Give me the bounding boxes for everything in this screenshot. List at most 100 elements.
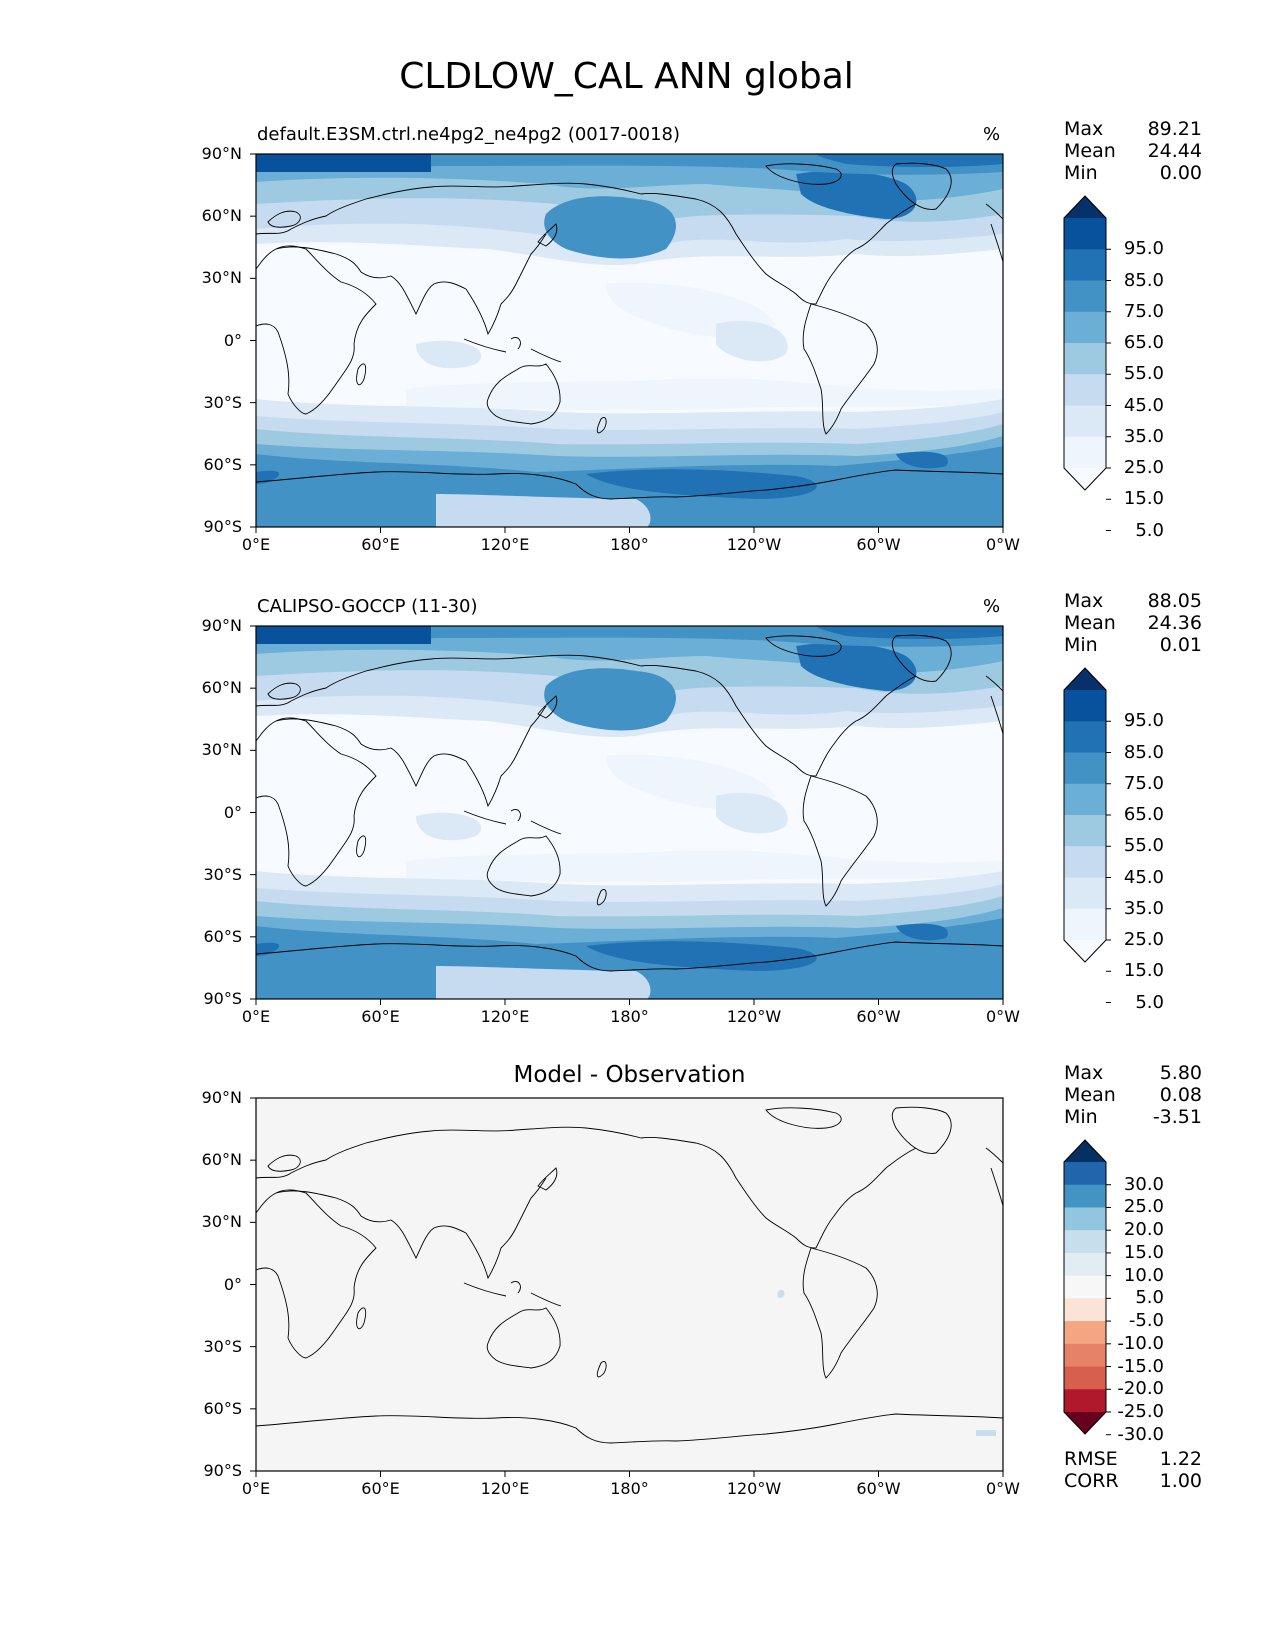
colorbar-label: 30.0: [1123, 1173, 1164, 1195]
colorbar-segment: [1064, 405, 1106, 438]
colorbar-segment: [1064, 1207, 1106, 1231]
colorbar-label: 45.0: [1123, 866, 1164, 888]
stat-label: Max: [1064, 118, 1104, 140]
test-units: %: [983, 124, 1001, 145]
colorbar-label: 35.0: [1123, 897, 1164, 919]
colorbar-label: 95.0: [1123, 238, 1164, 260]
colorbar-segment: [1064, 374, 1106, 406]
colorbar-label: 85.0: [1123, 269, 1164, 291]
colorbar-segment: [1064, 783, 1106, 816]
corr-label: CORR: [1064, 1470, 1119, 1492]
lat-tick-label: 60°S: [203, 454, 242, 474]
lon-tick-label: 0°E: [241, 535, 271, 554]
rmse-value: 1.22: [1159, 1448, 1202, 1470]
lon-tick-label: 60°E: [361, 1007, 400, 1026]
colorbar-segment: [1064, 249, 1106, 281]
stat-label: Min: [1064, 1106, 1098, 1128]
stat-label: Mean: [1064, 140, 1116, 162]
colorbar-segment: [1064, 311, 1106, 344]
colorbar-segment: [1064, 721, 1106, 753]
colorbar-label: 45.0: [1123, 394, 1164, 416]
stat-label: Max: [1064, 1062, 1104, 1084]
colorbar-segment: [1064, 1275, 1106, 1299]
colorbar-segment: [1064, 1321, 1106, 1345]
lon-tick-label: 0°W: [986, 535, 1020, 554]
lon-tick-label: 0°E: [241, 1479, 271, 1498]
lat-tick-label: 90°S: [203, 1461, 242, 1480]
colorbar-label: 10.0: [1123, 1264, 1164, 1286]
test-map: [256, 154, 1003, 527]
colorbar-label: 75.0: [1123, 300, 1164, 322]
reference-map: [256, 626, 1003, 999]
lat-tick-label: 30°N: [201, 268, 242, 288]
lon-tick-label: 180°: [610, 1479, 649, 1498]
stat-value: 0.00: [1159, 162, 1202, 184]
colorbar-label: 25.0: [1123, 457, 1164, 478]
stat-label: Max: [1064, 590, 1104, 612]
lon-tick-label: 0°W: [986, 1479, 1020, 1498]
lon-tick-label: 120°W: [726, 535, 782, 554]
colorbar-label: 5.0: [1135, 519, 1164, 541]
colorbar-label: 65.0: [1123, 332, 1164, 353]
colorbar-label: 55.0: [1123, 363, 1164, 385]
lon-tick-label: 120°E: [480, 1007, 530, 1026]
stat-value: 5.80: [1159, 1062, 1202, 1084]
stat-label: Mean: [1064, 1084, 1116, 1106]
lat-tick-label: 60°S: [203, 926, 242, 946]
stat-label: Mean: [1064, 612, 1116, 634]
colorbar-extend-min: [1064, 1412, 1106, 1434]
reference-units: %: [983, 596, 1001, 617]
lon-tick-label: 0°E: [241, 1007, 271, 1026]
difference-stats: Max 5.80 Mean 0.08 Min -3.51: [1064, 1062, 1202, 1128]
lon-tick-label: 180°: [610, 1007, 649, 1026]
test-stats: Max 89.21 Mean 24.44 Min 0.00: [1064, 118, 1202, 184]
difference-map: [256, 1098, 1003, 1471]
colorbar-label: 65.0: [1123, 804, 1164, 825]
colorbar-label: 55.0: [1123, 835, 1164, 857]
lat-tick-label: 0°: [223, 802, 242, 822]
stat-label: Min: [1064, 634, 1098, 656]
colorbar-segment: [1064, 1162, 1106, 1186]
lat-tick-label: 30°S: [203, 1336, 242, 1356]
colorbar-segment: [1064, 218, 1106, 250]
colorbar-segment: [1064, 1252, 1106, 1277]
colorbar-segment: [1064, 690, 1106, 722]
colorbar-label: -15.0: [1117, 1355, 1164, 1377]
colorbar-segment: [1064, 815, 1106, 847]
colorbar-segment: [1064, 1230, 1106, 1254]
colorbar-label: 95.0: [1123, 710, 1164, 732]
colorbar-extend-max: [1064, 668, 1106, 690]
colorbar-label: 15.0: [1123, 488, 1164, 510]
lat-tick-label: 90°S: [203, 989, 242, 1008]
lat-tick-label: 0°: [223, 1274, 242, 1294]
colorbar-label: -10.0: [1117, 1332, 1164, 1354]
colorbar-segment: [1064, 877, 1106, 910]
lon-tick-label: 120°W: [726, 1479, 782, 1498]
corr-value: 1.00: [1159, 1470, 1202, 1492]
stat-value: 24.44: [1147, 140, 1202, 162]
colorbar-label: -30.0: [1117, 1423, 1164, 1445]
lat-tick-label: 60°S: [203, 1398, 242, 1418]
difference-panel-title: Model - Observation: [513, 1062, 746, 1088]
colorbar-label: 35.0: [1123, 425, 1164, 447]
colorbar-label: 5.0: [1135, 991, 1164, 1013]
colorbar-label: -5.0: [1128, 1310, 1164, 1332]
colorbar-label: -20.0: [1117, 1378, 1164, 1400]
stat-value: 24.36: [1147, 612, 1202, 634]
lat-tick-label: 90°N: [201, 144, 242, 163]
lon-tick-label: 180°: [610, 535, 649, 554]
colorbar-segment: [1064, 846, 1106, 878]
lat-tick-label: 30°S: [203, 392, 242, 412]
colorbar-segment: [1064, 1366, 1106, 1390]
lat-tick-label: 30°N: [201, 1212, 242, 1232]
lon-tick-label: 0°W: [986, 1007, 1020, 1026]
colorbar-segment: [1064, 752, 1106, 785]
stat-value: -3.51: [1152, 1106, 1202, 1128]
lon-tick-label: 120°E: [480, 1479, 530, 1498]
colorbar-extend-max: [1064, 1140, 1106, 1162]
lat-tick-label: 90°N: [201, 616, 242, 635]
stat-value: 0.08: [1159, 1084, 1202, 1106]
colorbar-segment: [1064, 1343, 1106, 1368]
colorbar-label: 25.0: [1123, 929, 1164, 950]
